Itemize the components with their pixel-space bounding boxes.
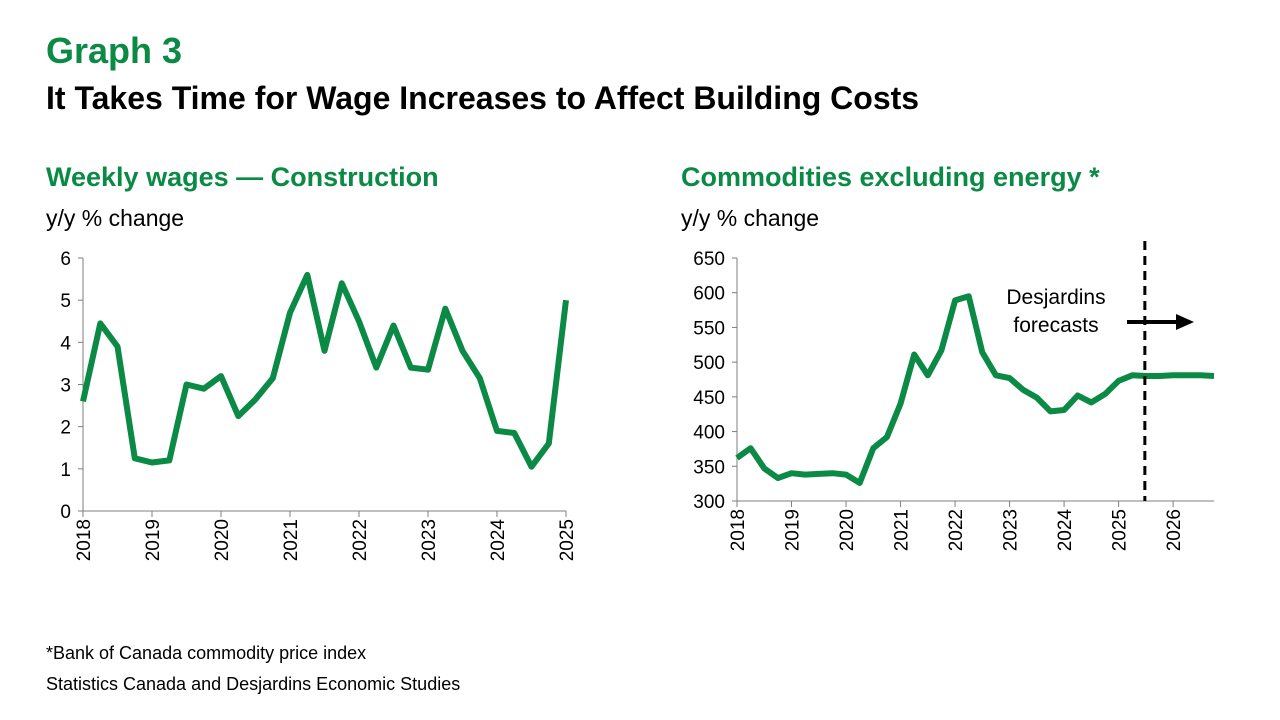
commodities-x-tick-label: 2020: [837, 509, 858, 551]
wages-y-tick-label: 6: [60, 249, 71, 270]
forecast-annotation-line1: Desjardins: [1006, 286, 1105, 309]
wages-x-tick-label: 2020: [212, 519, 233, 561]
commodities-series-line: [735, 293, 1215, 486]
commodities-y-tick-label: 550: [693, 318, 725, 339]
right-chart-title: Commodities excluding energy *: [681, 162, 1100, 192]
wages-y-tick-label: 2: [60, 418, 71, 439]
commodities-y-tick-label: 500: [693, 353, 725, 374]
footnote-index: *Bank of Canada commodity price index: [46, 643, 367, 663]
commodities-x-tick-label: 2018: [728, 509, 749, 551]
commodities-y-tick-label: 450: [693, 388, 725, 409]
commodities-x-tick-label: 2023: [1001, 509, 1022, 551]
commodities-x-tick-label: 2024: [1055, 509, 1076, 552]
wages-x-tick-label: 2025: [557, 519, 578, 561]
forecast-arrow-head: [1176, 314, 1194, 330]
graph-number: Graph 3: [46, 30, 183, 71]
wages-y-tick-label: 1: [60, 460, 71, 481]
commodities-x-tick-label: 2021: [892, 509, 913, 551]
wages-x-tick-label: 2024: [488, 519, 509, 562]
wages-y-tick-label: 5: [60, 291, 71, 312]
wages-x-tick-label: 2022: [350, 519, 371, 561]
wages-chart: 0 1 2 3 4 5 6 2018 2019 2020 2021 2022 2023 2024 2025: [60, 249, 578, 562]
commodities-x-tick-label: 2025: [1110, 509, 1131, 551]
left-chart-ylabel: y/y % change: [46, 205, 185, 231]
wages-y-tick-label: 3: [60, 376, 71, 397]
commodities-chart: 300 350 400 450 500 550 600 650 2018 2019 2020 2021…: [693, 241, 1215, 552]
commodities-x-tick-label: 2022: [946, 509, 967, 551]
commodities-y-tick-label: 350: [693, 457, 725, 478]
wages-y-tick-label: 4: [60, 333, 71, 354]
right-chart-ylabel: y/y % change: [681, 205, 820, 231]
wages-x-tick-label: 2019: [143, 519, 164, 561]
commodities-y-tick-label: 300: [693, 492, 725, 513]
forecast-annotation-line2: forecasts: [1013, 314, 1098, 337]
footnote-source: Statistics Canada and Desjardins Economi…: [46, 674, 461, 694]
commodities-y-tick-label: 650: [693, 249, 725, 270]
page-title: It Takes Time for Wage Increases to Affe…: [46, 80, 920, 116]
wages-x-tick-label: 2023: [419, 519, 440, 561]
commodities-x-tick-label: 2026: [1164, 509, 1185, 551]
left-chart-title: Weekly wages — Construction: [46, 162, 439, 192]
wages-x-tick-label: 2021: [281, 519, 302, 561]
commodities-y-tick-label: 400: [693, 423, 725, 444]
commodities-y-tick-label: 600: [693, 284, 725, 305]
wages-y-tick-label: 0: [60, 502, 71, 523]
commodities-x-tick-label: 2019: [783, 509, 804, 551]
wages-x-tick-label: 2018: [74, 519, 95, 561]
